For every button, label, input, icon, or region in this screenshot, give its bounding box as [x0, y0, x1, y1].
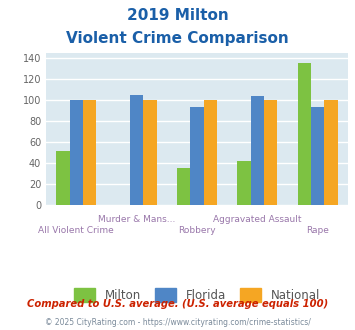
Bar — [143, 100, 157, 205]
Text: Compared to U.S. average. (U.S. average equals 100): Compared to U.S. average. (U.S. average … — [27, 299, 328, 309]
Bar — [177, 168, 190, 205]
Bar — [298, 63, 311, 205]
Text: Robbery: Robbery — [178, 225, 216, 235]
Bar — [130, 95, 143, 205]
Text: Violent Crime Comparison: Violent Crime Comparison — [66, 31, 289, 46]
Legend: Milton, Florida, National: Milton, Florida, National — [69, 283, 325, 307]
Bar — [204, 100, 217, 205]
Bar — [237, 161, 251, 205]
Bar — [70, 100, 83, 205]
Bar — [264, 100, 277, 205]
Bar — [311, 107, 324, 205]
Bar — [251, 96, 264, 205]
Bar — [83, 100, 96, 205]
Text: © 2025 CityRating.com - https://www.cityrating.com/crime-statistics/: © 2025 CityRating.com - https://www.city… — [45, 318, 310, 327]
Text: All Violent Crime: All Violent Crime — [38, 225, 114, 235]
Text: Murder & Mans...: Murder & Mans... — [98, 215, 175, 224]
Text: Rape: Rape — [306, 225, 329, 235]
Text: 2019 Milton: 2019 Milton — [127, 8, 228, 23]
Bar — [190, 107, 204, 205]
Bar — [56, 151, 70, 205]
Text: Aggravated Assault: Aggravated Assault — [213, 215, 302, 224]
Bar — [324, 100, 338, 205]
